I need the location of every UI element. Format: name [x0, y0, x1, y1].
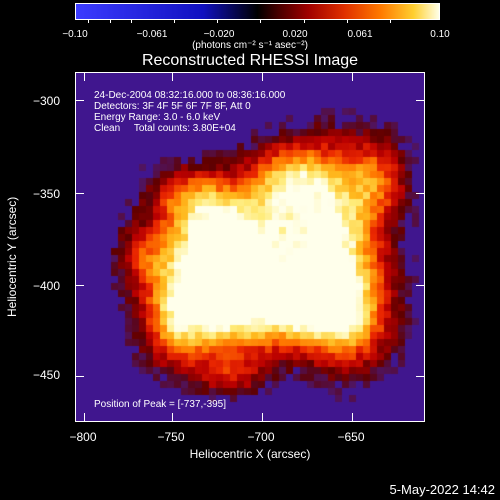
y-major-tick	[76, 376, 84, 377]
x-major-tick	[84, 413, 85, 421]
info-energy-range: Energy Range: 3.0 - 6.0 keV	[94, 112, 221, 123]
y-major-tick	[76, 193, 84, 194]
colorbar-minor-tick	[131, 19, 132, 23]
y-major-tick	[416, 376, 424, 377]
colorbar	[75, 3, 440, 20]
colorbar-minor-tick	[88, 19, 89, 23]
x-major-tick	[172, 413, 173, 421]
x-major-tick	[262, 413, 263, 421]
x-major-tick	[262, 73, 263, 81]
x-major-tick	[172, 73, 173, 81]
y-major-tick	[76, 100, 84, 101]
colorbar-minor-tick	[347, 19, 348, 23]
info-peak-position: Position of Peak = [-737,-395]	[94, 399, 227, 410]
colorbar-tick-label: −0.061	[136, 29, 168, 40]
colorbar-minor-tick	[390, 19, 391, 23]
colorbar-tick-label: 0.020	[282, 29, 308, 40]
x-tick-label: −750	[157, 430, 185, 444]
render-timestamp: 5-May-2022 14:42	[389, 482, 495, 497]
y-tick-label: −450	[32, 368, 60, 382]
colorbar-tick-label: −0.10	[62, 29, 88, 40]
image-title: Reconstructed RHESSI Image	[141, 52, 359, 69]
colorbar-minor-tick	[260, 19, 261, 23]
colorbar-minor-tick	[174, 19, 175, 23]
info-detectors: Detectors: 3F 4F 5F 6F 7F 8F, Att 0	[94, 101, 251, 112]
y-major-tick	[416, 285, 424, 286]
x-major-tick	[352, 413, 353, 421]
y-axis-title: Heliocentric Y (arcsec)	[5, 196, 19, 317]
x-tick-label: −650	[337, 430, 365, 444]
flux-map	[76, 73, 424, 421]
colorbar-minor-tick	[304, 19, 305, 23]
y-major-tick	[416, 100, 424, 101]
y-tick-label: −350	[32, 187, 60, 201]
info-time-range: 24-Dec-2004 08:32:16.000 to 08:36:16.000	[94, 90, 286, 101]
y-major-tick	[76, 285, 84, 286]
colorbar-tick-label: 0.061	[347, 29, 373, 40]
y-tick-label: −400	[32, 279, 60, 293]
colorbar-units: (photons cm⁻² s⁻¹ asec⁻²)	[192, 40, 308, 51]
colorbar-tick-label: −0.020	[203, 29, 235, 40]
x-axis-title: Heliocentric X (arcsec)	[189, 447, 311, 461]
y-major-tick	[416, 193, 424, 194]
colorbar-minor-tick	[217, 19, 218, 23]
info-method-counts: Clean Total counts: 3.80E+04	[94, 123, 236, 134]
x-major-tick	[84, 73, 85, 81]
x-tick-label: −700	[247, 430, 275, 444]
rhessi-image-plot: 24-Dec-2004 08:32:16.000 to 08:36:16.000…	[75, 72, 425, 422]
colorbar-tick-label: 0.10	[430, 29, 450, 40]
x-major-tick	[352, 73, 353, 81]
y-tick-label: −300	[32, 94, 60, 108]
x-tick-label: −800	[69, 430, 97, 444]
colorbar-minor-tick	[110, 19, 111, 23]
